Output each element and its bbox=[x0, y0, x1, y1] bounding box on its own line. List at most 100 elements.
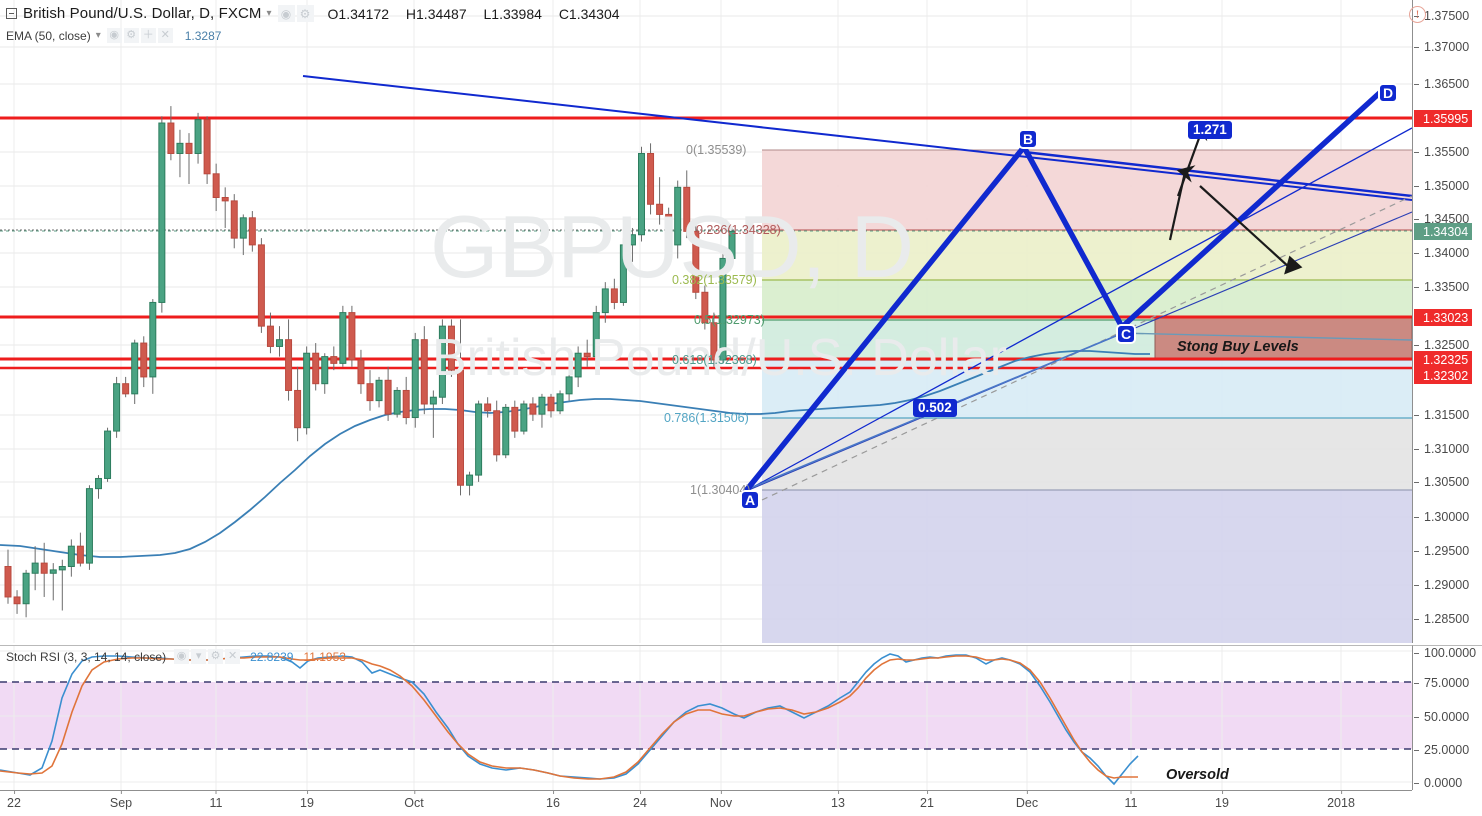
ohlc-close: C1.34304 bbox=[558, 5, 620, 22]
candlestick bbox=[239, 217, 247, 239]
price-badge-resistance-1[interactable]: 1.35995 bbox=[1414, 110, 1473, 127]
candlestick bbox=[393, 389, 401, 415]
time-tick: 11 bbox=[209, 790, 223, 810]
stoch-gear-icon[interactable]: ⚙ bbox=[208, 649, 224, 664]
chevron-down-icon[interactable]: ▾ bbox=[266, 8, 272, 19]
stoch-rsi-title[interactable]: Stoch RSI (3, 3, 14, 14, close) bbox=[6, 649, 167, 664]
candlestick bbox=[556, 393, 564, 412]
candlestick bbox=[619, 244, 627, 303]
time-tick: 13 bbox=[831, 790, 845, 810]
time-axis[interactable]: 22 Sep 11 19 Oct 16 24 Nov 13 21 Dec 11 19 2018 bbox=[0, 790, 1412, 816]
candlestick bbox=[565, 376, 573, 395]
stoch-tick: 25.0000 bbox=[1413, 743, 1469, 757]
stoch-axis[interactable]: 100.0000 75.0000 50.0000 25.0000 0.0000 bbox=[1412, 645, 1482, 790]
candlestick bbox=[122, 383, 130, 395]
candlestick bbox=[665, 213, 673, 246]
candlestick bbox=[312, 352, 320, 385]
pattern-point-b[interactable]: B bbox=[1018, 129, 1038, 149]
candlestick bbox=[49, 569, 57, 574]
ema-eye-icon[interactable]: ◉ bbox=[106, 28, 122, 43]
candlestick bbox=[447, 325, 455, 371]
ratio-chip-0502[interactable]: 0.502 bbox=[913, 399, 957, 417]
collapse-pane-icon[interactable] bbox=[6, 8, 17, 19]
candlestick bbox=[285, 339, 293, 391]
watermark-symbol: GBPUSD, D bbox=[430, 197, 915, 296]
visibility-eye-icon[interactable]: ◉ bbox=[277, 5, 295, 22]
pattern-point-d[interactable]: D bbox=[1378, 83, 1398, 103]
candlestick bbox=[520, 403, 528, 432]
candlestick bbox=[384, 379, 392, 415]
ema-value: 1.3287 bbox=[184, 28, 222, 43]
price-tick: 1.31500 bbox=[1413, 408, 1469, 422]
stoch-eye-icon[interactable]: ◉ bbox=[174, 649, 190, 664]
pattern-point-a[interactable]: A bbox=[740, 490, 760, 510]
price-pane[interactable]: GBPUSD, D British Pound/U.S. Dollar bbox=[0, 0, 1412, 643]
fib-label-50: 0.5(1.32973) bbox=[694, 313, 765, 327]
alert-warning-icon[interactable]: ! bbox=[1409, 6, 1426, 23]
symbol-legend: British Pound/U.S. Dollar, D, FXCM ▾ ◉ ⚙… bbox=[6, 5, 633, 22]
candlestick bbox=[683, 186, 691, 232]
price-tick: 1.31000 bbox=[1413, 442, 1469, 456]
candlestick bbox=[230, 200, 238, 239]
ema-add-icon[interactable]: ＋ bbox=[140, 28, 156, 43]
candlestick bbox=[4, 565, 12, 598]
candlestick bbox=[321, 356, 329, 385]
stoch-close-icon[interactable]: ✕ bbox=[225, 649, 241, 664]
ema-title[interactable]: EMA (50, close) bbox=[6, 28, 91, 43]
strong-buy-zone-label: Stong Buy Levels bbox=[1177, 339, 1299, 355]
ratio-chip-1271[interactable]: 1.271 bbox=[1188, 121, 1232, 139]
ohlc-high: H1.34487 bbox=[405, 5, 467, 22]
ema-gear-icon[interactable]: ⚙ bbox=[123, 28, 139, 43]
time-tick: 19 bbox=[1215, 790, 1229, 810]
fib-label-0: 0(1.35539) bbox=[686, 143, 747, 157]
price-badge-last[interactable]: 1.34304 bbox=[1414, 223, 1473, 240]
candlestick bbox=[457, 369, 464, 486]
candlestick bbox=[574, 352, 582, 378]
candlestick bbox=[40, 562, 48, 574]
candlestick bbox=[31, 562, 39, 574]
ohlc-low: L1.33984 bbox=[483, 5, 542, 22]
stoch-rsi-legend: Stoch RSI (3, 3, 14, 14, close) ◉ ▾ ⚙ ✕ … bbox=[6, 649, 346, 664]
candlestick bbox=[95, 477, 102, 490]
candlestick bbox=[131, 342, 139, 395]
ema-chevron-down-icon[interactable]: ▾ bbox=[95, 30, 101, 41]
candlestick bbox=[212, 173, 220, 198]
price-axis[interactable]: 1.37500 1.37000 1.36500 1.35500 1.35000 … bbox=[1412, 0, 1482, 643]
stoch-tick: 75.0000 bbox=[1413, 676, 1469, 690]
ohlc-open: O1.34172 bbox=[327, 5, 390, 22]
time-tick: 11 bbox=[1124, 790, 1138, 810]
price-tick: 1.35500 bbox=[1413, 145, 1469, 159]
candlestick bbox=[610, 288, 618, 303]
stoch-rsi-pane[interactable]: Stoch RSI (3, 3, 14, 14, close) ◉ ▾ ⚙ ✕ … bbox=[0, 645, 1412, 790]
candlestick bbox=[692, 230, 700, 293]
candlestick bbox=[13, 596, 21, 605]
fib-label-236: 0.236(1.34328) bbox=[696, 223, 781, 237]
candlestick bbox=[276, 339, 283, 347]
time-tick: 2018 bbox=[1327, 790, 1355, 810]
gear-icon[interactable]: ⚙ bbox=[296, 5, 314, 22]
price-tick: 1.34000 bbox=[1413, 246, 1469, 260]
candlestick bbox=[348, 312, 356, 361]
price-badge-support-2[interactable]: 1.32325 bbox=[1414, 351, 1473, 368]
candlestick bbox=[502, 406, 510, 456]
candlestick bbox=[592, 312, 600, 358]
fib-label-382: 0.382(1.33579) bbox=[672, 273, 757, 287]
pattern-point-c[interactable]: C bbox=[1116, 324, 1136, 344]
candlestick bbox=[176, 142, 184, 154]
candlestick bbox=[511, 406, 519, 432]
candlestick bbox=[538, 396, 546, 415]
stoch-collapse-icon[interactable]: ▾ bbox=[191, 649, 207, 664]
stoch-tick: 50.0000 bbox=[1413, 710, 1469, 724]
symbol-title[interactable]: British Pound/U.S. Dollar, D, FXCM bbox=[23, 5, 262, 22]
price-badge-support-3[interactable]: 1.32302 bbox=[1414, 367, 1473, 384]
ema-close-icon[interactable]: ✕ bbox=[157, 28, 173, 43]
price-badge-support-1[interactable]: 1.33023 bbox=[1414, 309, 1473, 326]
candlestick bbox=[366, 383, 374, 402]
time-tick: 16 bbox=[546, 790, 560, 810]
fib-label-618: 0.618(1.32368) bbox=[672, 353, 757, 367]
candlestick bbox=[248, 217, 256, 246]
price-tick: 1.32500 bbox=[1413, 338, 1469, 352]
time-tick: 21 bbox=[920, 790, 934, 810]
candlestick bbox=[339, 312, 347, 364]
candlestick bbox=[402, 389, 410, 419]
